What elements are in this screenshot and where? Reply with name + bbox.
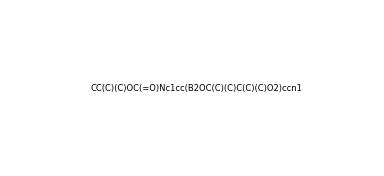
Text: CC(C)(C)OC(=O)Nc1cc(B2OC(C)(C)C(C)(C)O2)ccn1: CC(C)(C)OC(=O)Nc1cc(B2OC(C)(C)C(C)(C)O2)…	[91, 84, 303, 93]
